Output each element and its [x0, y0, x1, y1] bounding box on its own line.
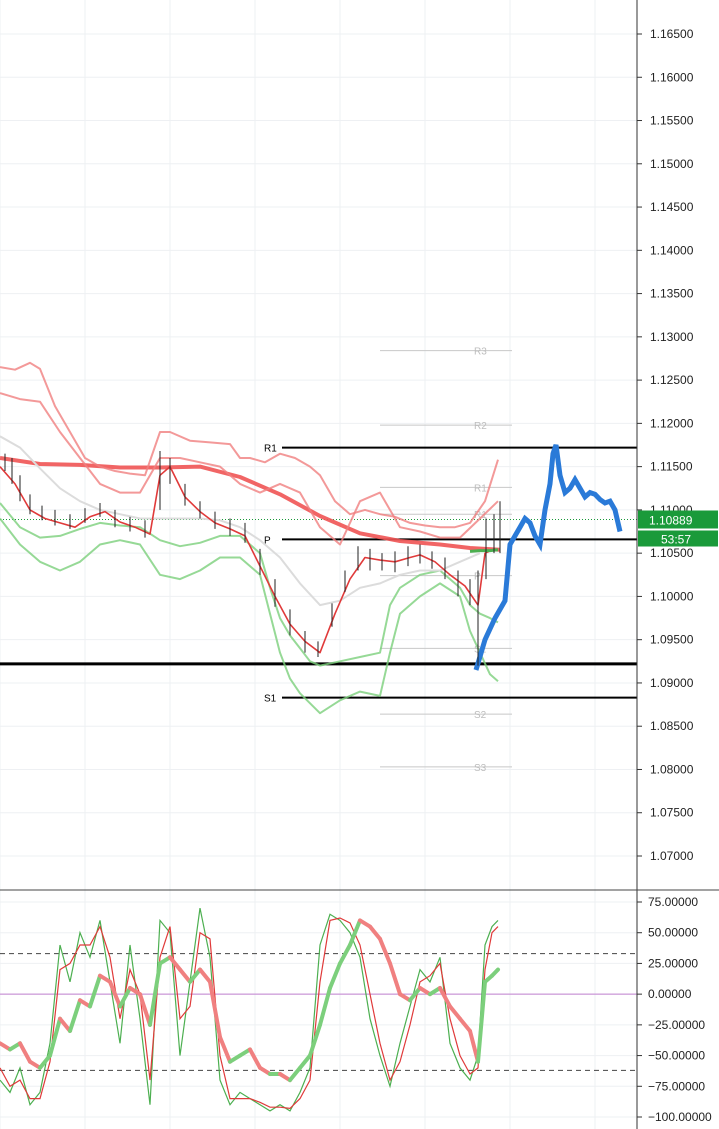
- price-axis-tick-label: 1.15000: [650, 157, 694, 171]
- price-axis-tick-label: 1.10000: [650, 589, 694, 603]
- price-axis-tick-label: 1.16500: [650, 27, 694, 41]
- price-axis-tick-label: 1.14500: [650, 200, 694, 214]
- oscillator-signal-segment: [138, 992, 152, 1027]
- oscillator-signal-segment: [288, 1065, 302, 1083]
- oscillator-pane[interactable]: [0, 907, 637, 1112]
- oscillator-signal-segment: [188, 967, 202, 984]
- price-axis-tick-label: 1.14000: [650, 243, 694, 257]
- previous-pivot-label: R1: [474, 483, 487, 494]
- price-axis-tick-label: 1.07500: [650, 806, 694, 820]
- oscillator-signal-segment: [458, 1016, 472, 1033]
- series-price-red: [0, 465, 496, 654]
- oscillator-osc-red: [0, 917, 499, 1110]
- price-axis-tick-label: 1.08500: [650, 719, 694, 733]
- oscillator-axis-tick-label: 0.00000: [648, 987, 692, 1001]
- countdown-badge: [638, 530, 718, 547]
- oscillator-signal-segment: [338, 943, 352, 966]
- price-axis-tick-label: 1.10500: [650, 546, 694, 560]
- price-axis-tick-label: 1.08000: [650, 762, 694, 776]
- price-axis-tick-label: 1.12500: [650, 373, 694, 387]
- price-axis-tick-label: 1.16000: [650, 70, 694, 84]
- series-band-outer-upper: [0, 361, 499, 529]
- last-price-value: 1.10889: [649, 513, 693, 527]
- series-band-outer-lower: [0, 517, 499, 715]
- oscillator-signal-segment: [378, 936, 392, 966]
- countdown-value: 53:57: [661, 532, 691, 546]
- oscillator-signal-segment: [388, 961, 402, 997]
- price-axis-tick-label: 1.15500: [650, 114, 694, 128]
- oscillator-signal-segment: [148, 961, 162, 1027]
- previous-pivot-label: R3: [474, 347, 487, 358]
- series-projection-blue: [473, 444, 623, 671]
- pivot-label-r1: R1: [264, 444, 277, 455]
- oscillator-signal-segment: [298, 1053, 312, 1070]
- oscillator-signal-segment: [58, 1016, 72, 1033]
- series-band-inner-upper: [0, 392, 499, 546]
- previous-pivot-label: R2: [474, 421, 487, 432]
- price-axis-tick-label: 1.12000: [650, 416, 694, 430]
- oscillator-signal-segment: [448, 1004, 462, 1021]
- pivot-label-p: P: [264, 535, 271, 546]
- oscillator-axis-tick-label: 75.00000: [648, 895, 698, 909]
- oscillator-signal-segment: [38, 1053, 52, 1070]
- oscillator-signal-segment: [198, 967, 212, 984]
- oscillator-osc-green: [0, 907, 499, 1112]
- oscillator-signal-segment: [168, 955, 182, 972]
- oscillator-signal-segment: [178, 967, 192, 984]
- series-ma-light: [0, 435, 481, 607]
- oscillator-signal-segment: [318, 986, 332, 1027]
- price-axis-tick-label: 1.09000: [650, 676, 694, 690]
- price-axis-tick-label: 1.13500: [650, 287, 694, 301]
- oscillator-axis-tick-label: 50.00000: [648, 926, 698, 940]
- oscillator-signal-segment: [438, 986, 452, 1009]
- oscillator-signal-segment: [218, 1035, 232, 1064]
- oscillator-signal-segment: [48, 1016, 62, 1058]
- last-price-labels: 1.10889 53:57: [638, 510, 718, 547]
- oscillator-signal-segment: [308, 1022, 322, 1058]
- pivot-label-s1: S1: [264, 694, 277, 705]
- oscillator-signal-segment: [118, 986, 132, 1009]
- oscillator-axis-tick-label: 25.00000: [648, 956, 698, 970]
- oscillator-signal-segment: [328, 961, 342, 990]
- oscillator-signal-segment: [208, 979, 222, 1040]
- previous-pivot-label: R1: [474, 510, 487, 521]
- oscillator-axis-tick-label: −50.00000: [648, 1049, 705, 1063]
- oscillator-signal-segment: [108, 979, 122, 1009]
- price-axis-tick-label: 1.13000: [650, 330, 694, 344]
- oscillator-signal-segment: [68, 998, 82, 1033]
- price-axis-tick-label: 1.07000: [650, 849, 694, 863]
- previous-pivot-label: S3: [474, 763, 487, 774]
- price-axis-tick-label: 1.11500: [650, 460, 693, 474]
- oscillator-signal-segment: [18, 1041, 32, 1064]
- oscillator-axis[interactable]: 75.00000 50.00000 25.00000 0.00000 −25.00000…: [637, 895, 712, 1124]
- last-price-badge: [638, 510, 718, 529]
- oscillator-signal-segment: [88, 973, 102, 1009]
- oscillator-axis-tick-label: −75.00000: [648, 1079, 705, 1093]
- oscillator-signal-segment: [348, 918, 362, 947]
- oscillator-signal-segment: [476, 979, 487, 1064]
- oscillator-signal-segment: [408, 986, 422, 1003]
- oscillator-signal-segment: [248, 1047, 262, 1070]
- oscillator-signal-segment: [368, 924, 382, 941]
- oscillator-axis-tick-label: −100.00000: [648, 1110, 712, 1124]
- oscillator-axis-tick-label: −25.00000: [648, 1018, 705, 1032]
- oscillator-signal-segment: [490, 967, 500, 978]
- previous-pivot-label: S2: [474, 710, 487, 721]
- price-axis-tick-label: 1.09500: [650, 633, 694, 647]
